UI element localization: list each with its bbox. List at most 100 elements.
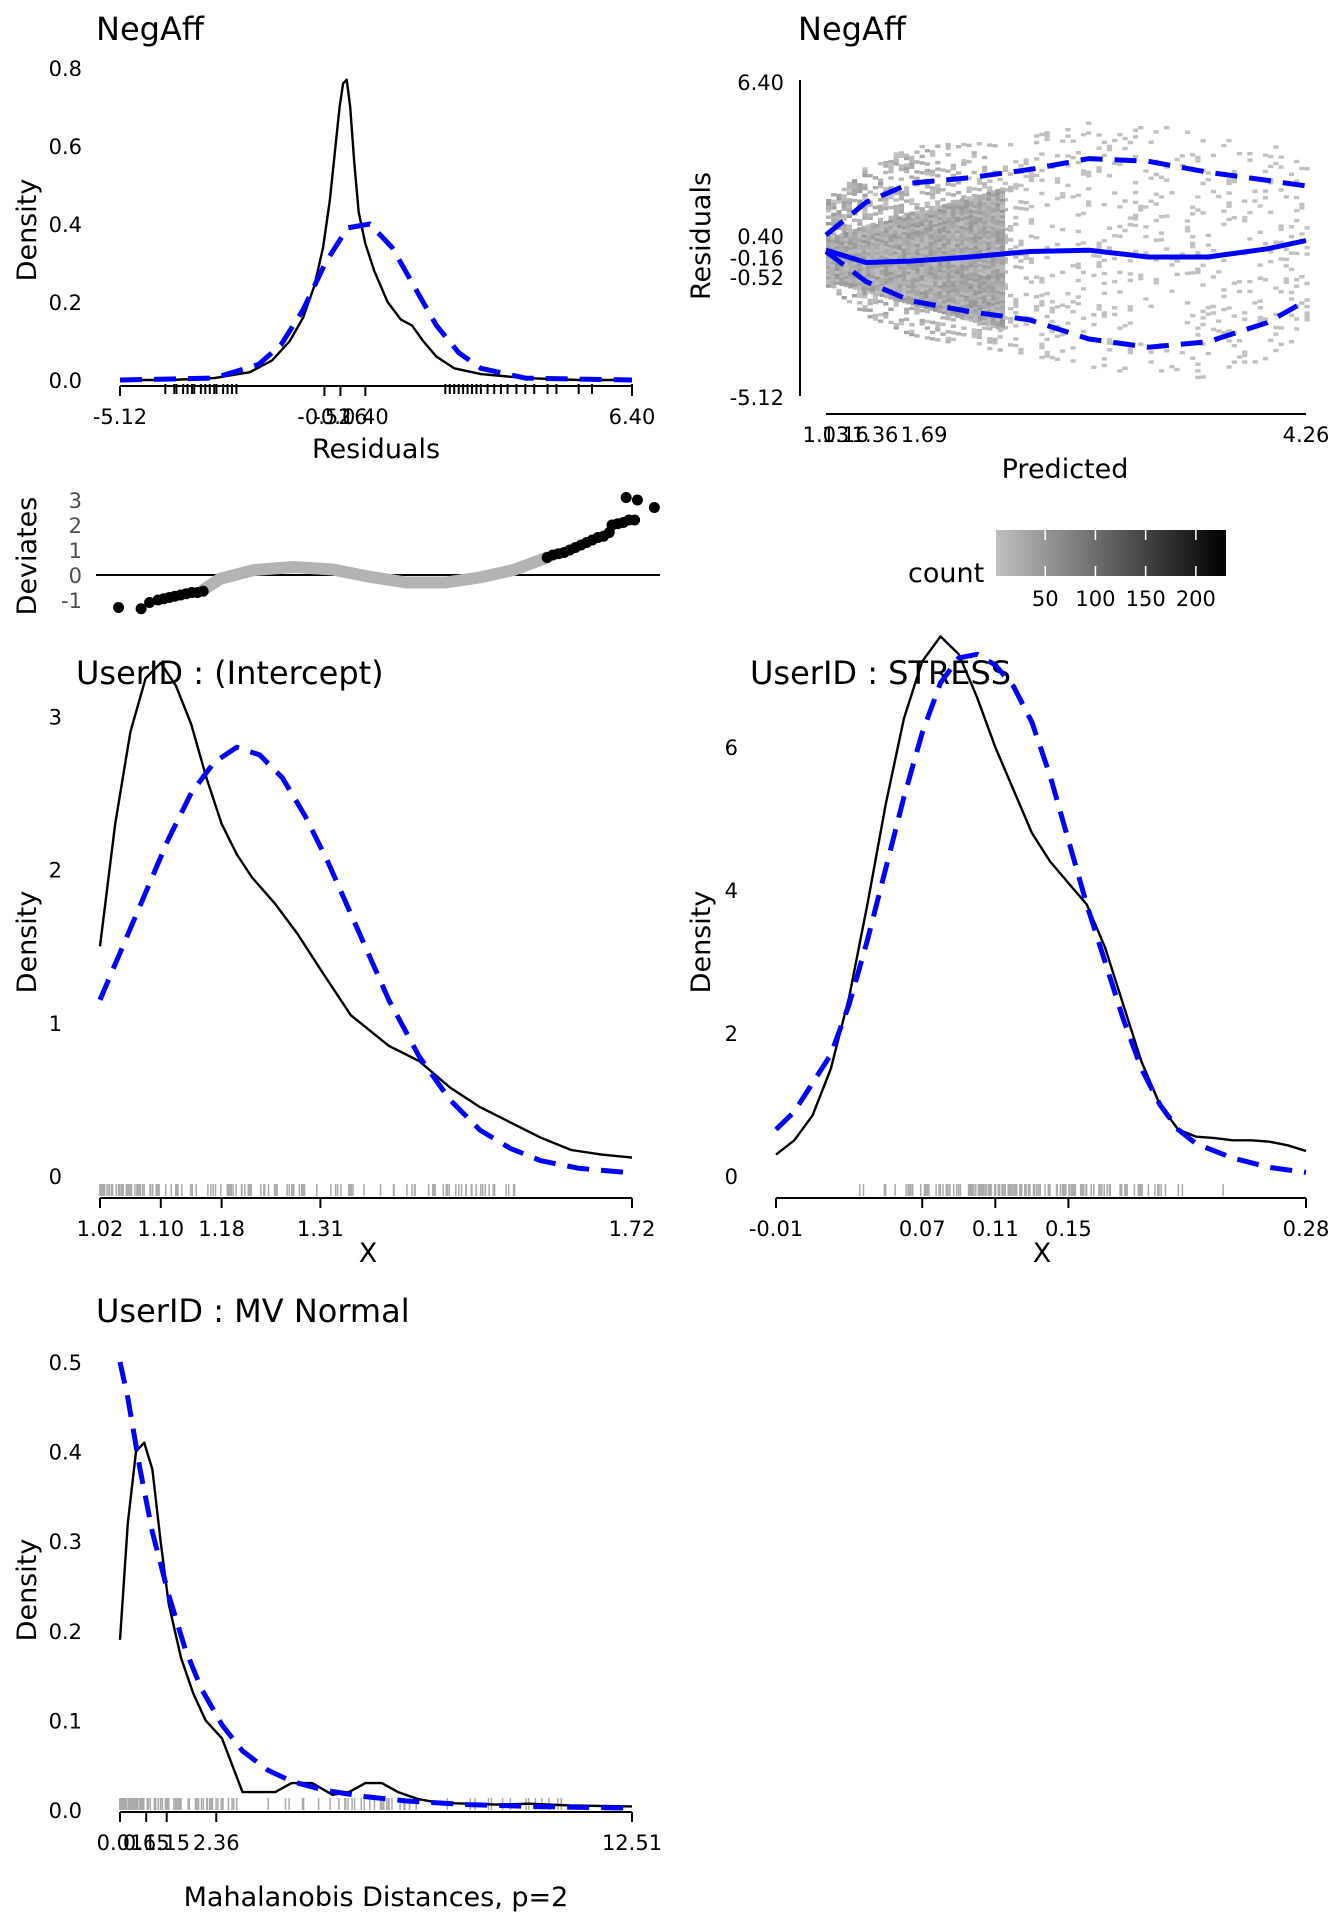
p3-cell-2560: [999, 228, 1006, 232]
p3-cell-2206: [968, 269, 974, 273]
p3-cell-190: [872, 186, 878, 190]
p3-cell-1642: [901, 226, 907, 230]
p3-cell-2287: [977, 298, 983, 303]
p3-cell-691: [1002, 316, 1008, 320]
p3-cell-920: [1112, 191, 1118, 195]
p3-cell-946: [1127, 223, 1133, 227]
p3-cell-1118: [1247, 279, 1253, 284]
p6-xtick-3: 2.36: [193, 1831, 240, 1855]
p3-cell-1720: [915, 287, 921, 291]
p3-cell-356: [909, 198, 915, 202]
p3-cell-1282: [839, 233, 845, 237]
p3-cell-2063: [955, 298, 961, 302]
p3-cell-1908: [937, 274, 943, 278]
p3-cell-2573: [999, 192, 1006, 197]
p3-cell-2364: [982, 218, 988, 222]
p3-cell-1339: [852, 245, 858, 249]
p3-cell-1449: [875, 278, 881, 283]
p3-cell-452: [930, 186, 936, 190]
p3-cell-513: [945, 153, 951, 157]
p5-series-0-density: [775, 635, 1307, 1156]
p3-cell-692: [1002, 286, 1008, 291]
p3-cell-805: [1044, 131, 1050, 135]
p3-cell-876: [1091, 365, 1097, 369]
p3-cell-2123: [959, 252, 965, 257]
p3-cell-1794: [924, 278, 930, 282]
p3-cell-2255: [973, 259, 979, 263]
p3-cell-1837: [928, 260, 934, 265]
p3-cell-1065: [1210, 275, 1217, 279]
p2-ytick-2: 1: [69, 539, 82, 563]
p3-cell-551: [956, 191, 962, 195]
p3-cell-719: [1008, 143, 1014, 147]
p3-cell-1266: [839, 277, 845, 281]
p3-cell-1485: [879, 252, 885, 256]
p3-cell-1262: [834, 237, 841, 241]
p3-cell-2469: [991, 198, 997, 202]
p3-cell-1250: [834, 270, 841, 274]
p3-cell-1872: [933, 267, 939, 271]
p3-cell-514: [945, 146, 951, 150]
p3-cell-1385: [861, 245, 867, 249]
p3-cell-2031: [950, 269, 956, 273]
p3-cell-1407: [866, 251, 872, 256]
p3-cell-2335: [982, 297, 988, 301]
p3-cell-1204: [1304, 311, 1310, 315]
p3-cell-1077: [1221, 288, 1227, 292]
p3-cell-1242: [830, 244, 836, 248]
p3-cell-890: [1096, 166, 1102, 170]
p3-cell-1194: [1294, 159, 1300, 164]
p3-cell-940: [1127, 321, 1133, 325]
p3-cell-1386: [861, 242, 867, 246]
p3-cell-555: [961, 333, 967, 337]
p3-cell-2136: [959, 217, 965, 221]
p3-cell-1211: [1304, 167, 1310, 171]
p3-cell-534: [950, 173, 956, 177]
p3-cell-242: [883, 161, 889, 165]
p3-cell-2108: [959, 293, 965, 298]
p3-cell-1709: [910, 223, 916, 227]
p3-cell-2457: [991, 231, 997, 235]
p3-cell-2527: [999, 318, 1006, 323]
p3-cell-2111: [959, 285, 965, 290]
p3-cell-2245: [973, 286, 979, 291]
p3-cell-927: [1117, 234, 1123, 238]
p3-cell-1388: [861, 236, 867, 241]
p3-cell-649: [987, 346, 993, 351]
p2-ylabel: Deviates: [12, 497, 43, 616]
p3-cell-1549: [888, 230, 894, 234]
p6-ytick-2: 0.2: [49, 1620, 82, 1644]
p3-cell-1849: [928, 227, 934, 232]
p3-cell-745: [1018, 183, 1024, 188]
p3-cell-1248: [834, 275, 841, 280]
p3-cell-2105: [959, 302, 965, 306]
p3-cell-1416: [866, 227, 872, 231]
p5-ytick-3: 6: [725, 736, 738, 760]
p3-cell-1205: [1304, 304, 1310, 309]
p3-cell-1721: [915, 284, 921, 288]
p3-cell-1006: [1174, 367, 1180, 372]
p3-cell-2237: [973, 308, 979, 312]
p3-cell-1641: [901, 228, 907, 233]
p3-cell-2483: [995, 298, 1001, 302]
p3-cell-838: [1065, 134, 1071, 138]
p3-cell-1109: [1242, 353, 1248, 358]
p3-cell-1840: [928, 252, 934, 256]
p3-cell-1075: [1221, 307, 1227, 312]
p3-cell-2489: [995, 281, 1001, 286]
p3-cell-2515: [995, 210, 1001, 215]
p3-cell-1284: [843, 281, 849, 285]
p3-cell-1672: [906, 232, 912, 237]
p3-cell-1803: [924, 254, 930, 258]
p3-cell-1670: [906, 238, 912, 242]
p3-cell-759: [1023, 161, 1029, 165]
p3-cell-407: [924, 336, 930, 340]
p3-cell-2068: [955, 284, 961, 288]
p3-cell-2196: [968, 296, 974, 300]
p3-cell-840: [1070, 359, 1076, 363]
p3-cell-2403: [986, 243, 992, 248]
p3-cell-90: [846, 191, 852, 196]
p3-cell-1798: [924, 267, 930, 272]
p3-cell-1392: [861, 225, 867, 230]
p3-cell-2300: [977, 263, 983, 267]
